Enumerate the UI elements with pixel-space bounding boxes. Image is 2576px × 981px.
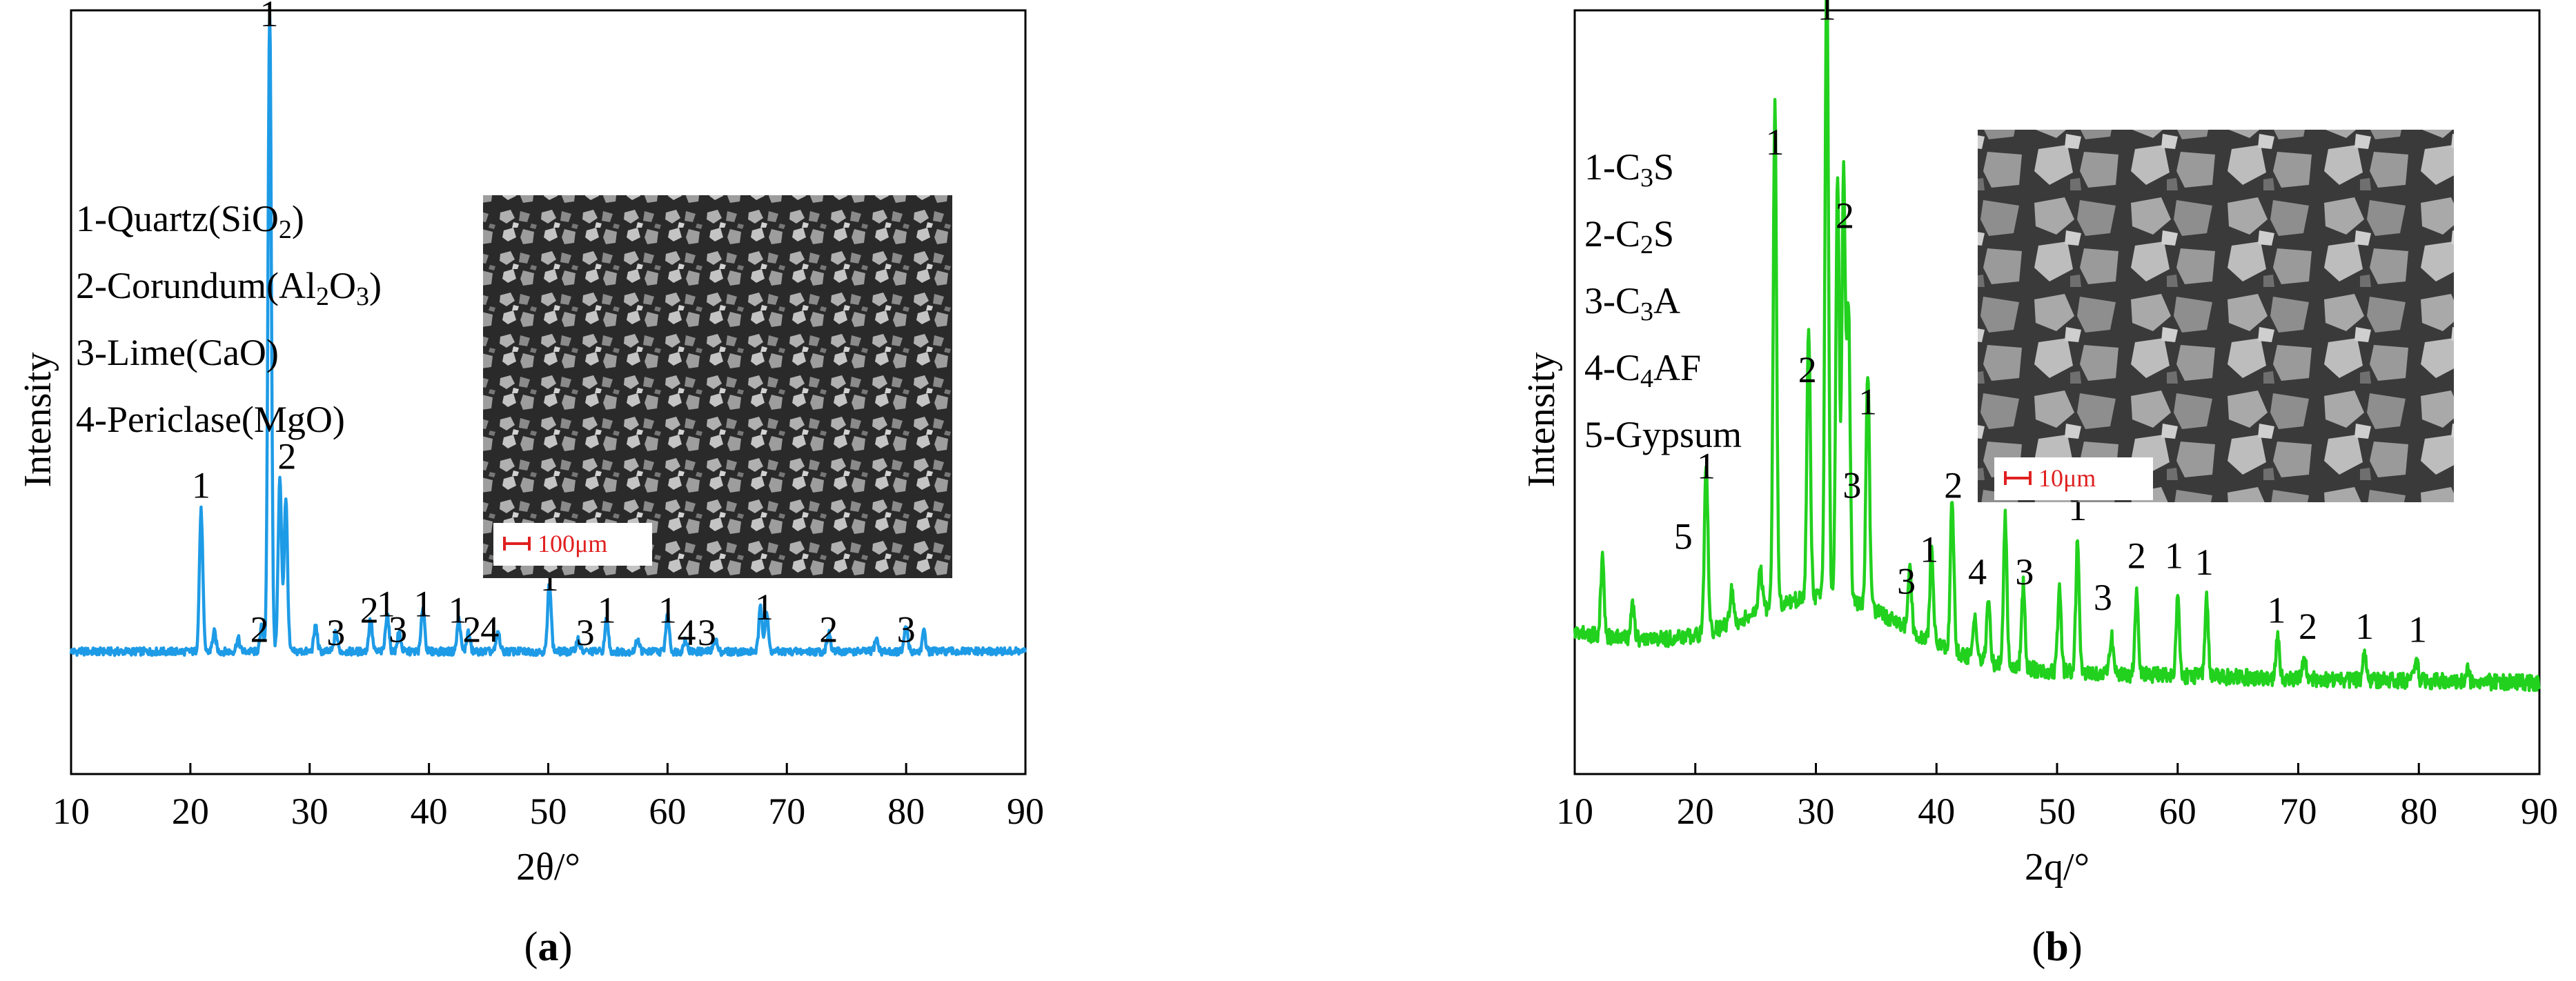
x-tick-label: 80 [887, 791, 925, 832]
panel-b-chart: 10 20 30 40 50 60 70 80 902q/°Intensity(b)112213… [1520, 0, 2558, 969]
y-axis-label: Intensity [17, 353, 59, 488]
peak-label: 2 [819, 608, 838, 650]
peak-label: 3 [576, 612, 595, 653]
peak-label: 1 [755, 586, 774, 628]
xrd-pattern-line [1573, 0, 2541, 693]
x-tick-label: 50 [530, 791, 567, 832]
peak-label: 1 [2195, 542, 2214, 583]
peak-label: 3 [1842, 464, 1861, 506]
legend-item: 4-C4AF [1584, 347, 1701, 393]
peak-label: 1 [413, 583, 432, 624]
peak-label: 2 [462, 608, 481, 650]
peak-label: 2 [1798, 349, 1817, 390]
peak-label: 2 [360, 590, 379, 631]
peak-label: 1 [259, 0, 278, 34]
panel-label: (b) [2032, 924, 2082, 969]
legend-item: 1-C3S [1584, 146, 1674, 192]
peak-label: 2 [250, 608, 269, 650]
peak-label: 1 [1858, 381, 1877, 422]
peak-label: 3 [1897, 561, 1916, 602]
x-tick-label: 40 [411, 791, 448, 832]
x-tick-label: 10 [52, 791, 90, 832]
peak-label: 1 [449, 590, 467, 631]
x-tick-label: 40 [1918, 791, 1955, 832]
peak-label: 3 [2094, 577, 2112, 618]
peak-label: 2 [2299, 606, 2317, 647]
sem-micrograph [1978, 130, 2454, 502]
x-tick-label: 80 [2400, 791, 2437, 832]
x-tick-label: 90 [1007, 791, 1044, 832]
peak-label: 5 [1674, 516, 1693, 557]
panel-label: (a) [524, 924, 573, 969]
legend-item: 2-C2S [1584, 213, 1674, 259]
legend-item: 4-Periclase(MgO) [76, 399, 345, 440]
peak-label: 1 [2355, 606, 2374, 647]
peak-label: 2 [1944, 464, 1963, 506]
peak-label: 1 [658, 590, 677, 631]
legend-item: 3-Lime(CaO) [76, 332, 279, 373]
peak-label: 1 [1697, 445, 1715, 486]
scale-bar-label: 100μm [538, 530, 607, 557]
peak-label: 1 [2268, 590, 2286, 631]
x-tick-label: 20 [172, 791, 209, 832]
x-tick-label: 60 [649, 791, 686, 832]
scale-bar-label: 10μm [2038, 464, 2096, 492]
y-axis-label: Intensity [1520, 353, 1563, 488]
x-tick-label: 60 [2159, 791, 2196, 832]
x-tick-label: 90 [2521, 791, 2558, 832]
x-tick-label: 70 [2280, 791, 2317, 832]
peak-label: 3 [897, 608, 916, 650]
x-tick-label: 30 [291, 791, 328, 832]
peak-label: 4 [480, 608, 499, 650]
peak-label: 1 [1766, 121, 1784, 163]
peak-label: 1 [377, 583, 395, 624]
peak-label: 1 [2408, 608, 2427, 650]
xrd-pattern-line [69, 10, 1028, 657]
peak-label: 4 [678, 612, 696, 653]
x-tick-label: 50 [2038, 791, 2076, 832]
legend-item: 3-C3A [1584, 280, 1680, 326]
x-tick-label: 20 [1677, 791, 1714, 832]
x-tick-label: 30 [1798, 791, 1835, 832]
x-axis-label: 2θ/° [516, 846, 580, 889]
peak-label: 3 [326, 612, 345, 653]
legend-item: 5-Gypsum [1584, 414, 1742, 455]
legend-item: 2-Corundum(Al2O3) [76, 265, 382, 311]
x-axis-label: 2q/° [2025, 846, 2090, 889]
peak-label: 3 [389, 608, 407, 650]
peak-label: 1 [1818, 0, 1836, 28]
peak-label: 3 [2015, 551, 2034, 593]
peak-label: 3 [698, 612, 716, 653]
peak-label: 2 [1836, 195, 1854, 237]
peak-label: 2 [277, 435, 296, 477]
peak-label: 4 [1968, 551, 1987, 593]
x-tick-label: 10 [1556, 791, 1593, 832]
peak-label: 1 [192, 464, 210, 506]
x-tick-label: 70 [768, 791, 805, 832]
legend-item: 1-Quartz(SiO2) [76, 198, 304, 244]
sem-micrograph [483, 195, 952, 578]
peak-label: 1 [598, 590, 616, 631]
peak-label: 1 [1920, 528, 1938, 570]
peak-label: 1 [2165, 535, 2183, 577]
panel-a-chart: 10 20 30 40 50 60 70 80 902θ/°Intensity(a)112232… [17, 0, 1044, 969]
peak-label: 2 [2127, 535, 2146, 577]
